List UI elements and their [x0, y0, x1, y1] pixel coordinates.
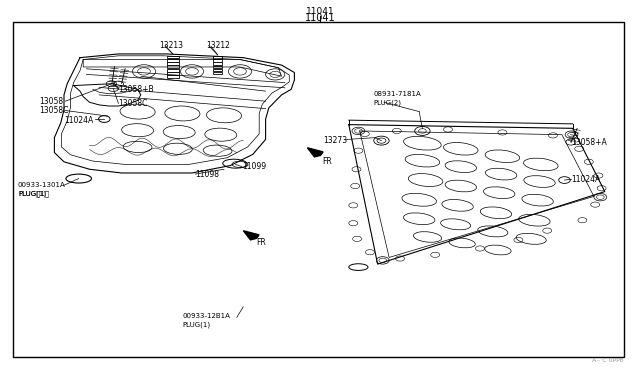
Text: 00933-1301A: 00933-1301A [18, 182, 66, 188]
Text: 08931-7181A: 08931-7181A [373, 91, 421, 97]
Text: 13058C: 13058C [40, 106, 69, 115]
Text: FR: FR [256, 238, 266, 247]
Text: 11098: 11098 [195, 170, 219, 179]
Bar [213, 69, 222, 71]
Bar [213, 65, 222, 68]
Bar [167, 75, 179, 78]
Bar [213, 56, 222, 59]
Text: 00933-12B1A: 00933-12B1A [182, 313, 230, 319]
Text: 13213: 13213 [159, 41, 183, 50]
Text: PLUG(2): PLUG(2) [373, 99, 401, 106]
Text: 11024A: 11024A [572, 175, 601, 184]
Polygon shape [243, 231, 259, 240]
Polygon shape [307, 148, 323, 157]
Bar [167, 72, 179, 75]
Text: 13273: 13273 [323, 136, 348, 145]
Text: 11041: 11041 [306, 7, 334, 16]
Text: 13212: 13212 [206, 41, 230, 50]
Bar [167, 55, 179, 58]
Text: PLUG(1): PLUG(1) [18, 190, 46, 197]
Text: 11041: 11041 [305, 13, 335, 23]
Bar [213, 72, 222, 74]
Bar [167, 59, 179, 62]
Bar [167, 62, 179, 65]
Text: 13058+A: 13058+A [572, 138, 607, 147]
Text: FR: FR [322, 157, 332, 166]
Text: 11024A: 11024A [64, 116, 93, 125]
Text: 13058+B: 13058+B [118, 85, 154, 94]
Text: 13058: 13058 [40, 97, 64, 106]
Text: 13058C: 13058C [118, 99, 148, 108]
Text: A·· C 0PP6: A·· C 0PP6 [593, 358, 624, 363]
Text: PLUG、1、: PLUG、1、 [18, 190, 49, 197]
Bar [167, 69, 179, 71]
Bar [213, 62, 222, 65]
Bar [167, 65, 179, 68]
Bar [213, 60, 222, 62]
Text: 11099: 11099 [242, 162, 266, 171]
Text: PLUG(1): PLUG(1) [182, 321, 211, 328]
